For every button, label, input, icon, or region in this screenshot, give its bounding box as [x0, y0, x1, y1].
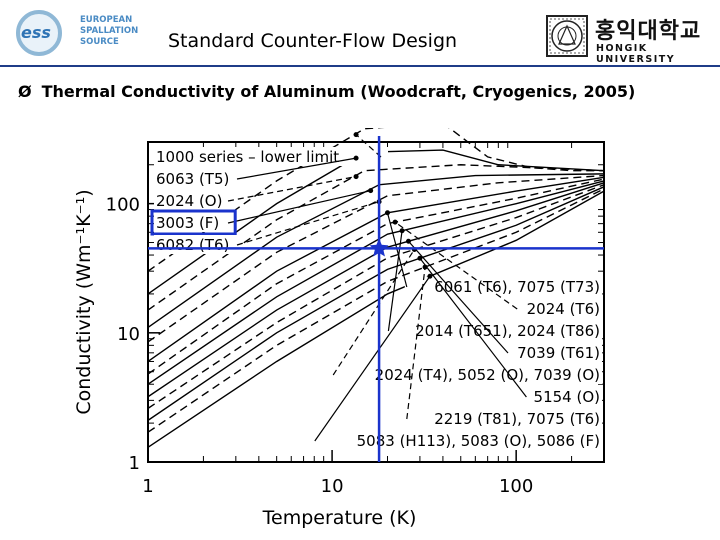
series-label-bg — [506, 343, 602, 362]
series-label-bg — [524, 387, 602, 406]
ess-logo-circle — [16, 10, 62, 56]
y-axis-label: Conductivity (Wm⁻¹K⁻¹) — [73, 189, 95, 414]
ess-line-2: SPALLATION — [80, 26, 139, 36]
series-leader-head — [392, 219, 398, 225]
series-leader — [332, 249, 415, 376]
slide-title: Standard Counter-Flow Design — [168, 30, 458, 52]
series-label: 5083 (H113), 5083 (O), 5086 (F) — [357, 432, 600, 450]
series-label-bg — [404, 409, 602, 428]
y-tick-label: 1 — [129, 453, 140, 474]
series-label: 1000 series – lower limit — [156, 148, 339, 166]
header-divider — [0, 65, 720, 67]
series-leader — [419, 257, 527, 398]
series-line — [147, 174, 605, 343]
series-label: 2219 (T81), 7075 (T6) — [434, 410, 600, 428]
series-label-bg — [404, 277, 602, 296]
series-label: 3003 (F) — [156, 214, 219, 232]
series-label: 2014 (T651), 2024 (T86) — [415, 322, 600, 340]
ess-line-1: EUROPEAN — [80, 15, 133, 25]
series-leader-head — [368, 188, 374, 194]
series-leader-head — [422, 264, 428, 270]
ess-line-3: SOURCE — [80, 37, 119, 47]
series-label: 2024 (T6) — [527, 300, 600, 318]
series-line — [147, 180, 605, 385]
series-label: 6082 (T6) — [156, 236, 229, 254]
series-label: 6061 (T6), 7075 (T73) — [434, 278, 600, 296]
x-tick-label: 10 — [321, 476, 344, 497]
series-leader-head — [417, 255, 423, 261]
series-label-bg — [386, 321, 602, 340]
x-axis-label: Temperature (K) — [262, 507, 417, 528]
series-leader-head — [405, 238, 411, 244]
series-line — [147, 176, 605, 363]
series-leader — [408, 240, 509, 354]
series-label: 7039 (T61) — [517, 344, 600, 362]
series-label-bg — [154, 213, 232, 232]
series-leader — [236, 201, 380, 246]
series-leader-head — [384, 210, 390, 216]
series-label-bg — [331, 365, 602, 384]
series-leader-head — [399, 228, 405, 234]
y-tick-label: 100 — [106, 195, 140, 216]
series-leader-head — [353, 155, 359, 161]
series-label-bg — [515, 299, 602, 318]
series-label: 6063 (T5) — [156, 170, 229, 188]
ess-logo-letters: ess — [21, 23, 51, 42]
series-leader — [386, 212, 408, 288]
series-label-bg — [154, 147, 388, 166]
series-line — [147, 178, 605, 375]
conductivity-chart: 1 10 100 1 10 100 Temperature (K) Conductivity … — [73, 128, 605, 528]
series-label: 2024 (T4), 5052 (O), 7039 (O) — [375, 366, 600, 384]
series-leader-head — [353, 174, 359, 180]
hongik-korean-name: 홍익대학교 — [595, 19, 702, 44]
y-tick-label: 10 — [117, 324, 140, 345]
ess-logo: ess EUROPEAN SPALLATION SOURCE — [12, 8, 152, 60]
series-leader — [394, 221, 518, 310]
series-line — [147, 184, 605, 409]
x-tick-label: 1 — [142, 476, 153, 497]
series-leader — [355, 134, 382, 158]
series-leader — [406, 266, 426, 420]
bullet-point: Ø Thermal Conductivity of Aluminum (Woodc… — [18, 82, 635, 101]
series-label-bg — [312, 431, 602, 450]
series-leader-head — [427, 273, 433, 279]
series-label-bg — [154, 169, 241, 188]
highlight-box — [150, 209, 237, 236]
series-line — [147, 128, 604, 272]
series-label: 5154 (O) — [534, 388, 600, 406]
series-leader-head — [353, 132, 359, 138]
series-leader — [227, 190, 371, 224]
university-seal-icon — [546, 15, 588, 57]
series-leader — [314, 275, 431, 442]
series-leader — [236, 157, 357, 180]
series-line — [147, 190, 605, 448]
hongik-english-name: HONGIK UNIVERSITY — [596, 43, 676, 65]
series-label-bg — [154, 191, 232, 210]
bullet-text: Thermal Conductivity of Aluminum (Woodcr… — [41, 82, 636, 101]
ess-logo-text: EUROPEAN SPALLATION SOURCE — [80, 15, 138, 48]
x-tick-label: 100 — [499, 476, 533, 497]
bullet-arrow-icon: Ø — [18, 82, 32, 101]
hongik-logo: 홍익대학교 HONGIK UNIVERSITY — [545, 14, 715, 65]
slide-header: ess EUROPEAN SPALLATION SOURCE Standard … — [0, 0, 720, 70]
series-line — [147, 188, 605, 433]
star-marker — [369, 238, 389, 257]
series-leader — [227, 175, 357, 202]
series-line — [147, 164, 605, 311]
series-line — [147, 186, 605, 421]
series-label: 2024 (O) — [156, 192, 222, 210]
